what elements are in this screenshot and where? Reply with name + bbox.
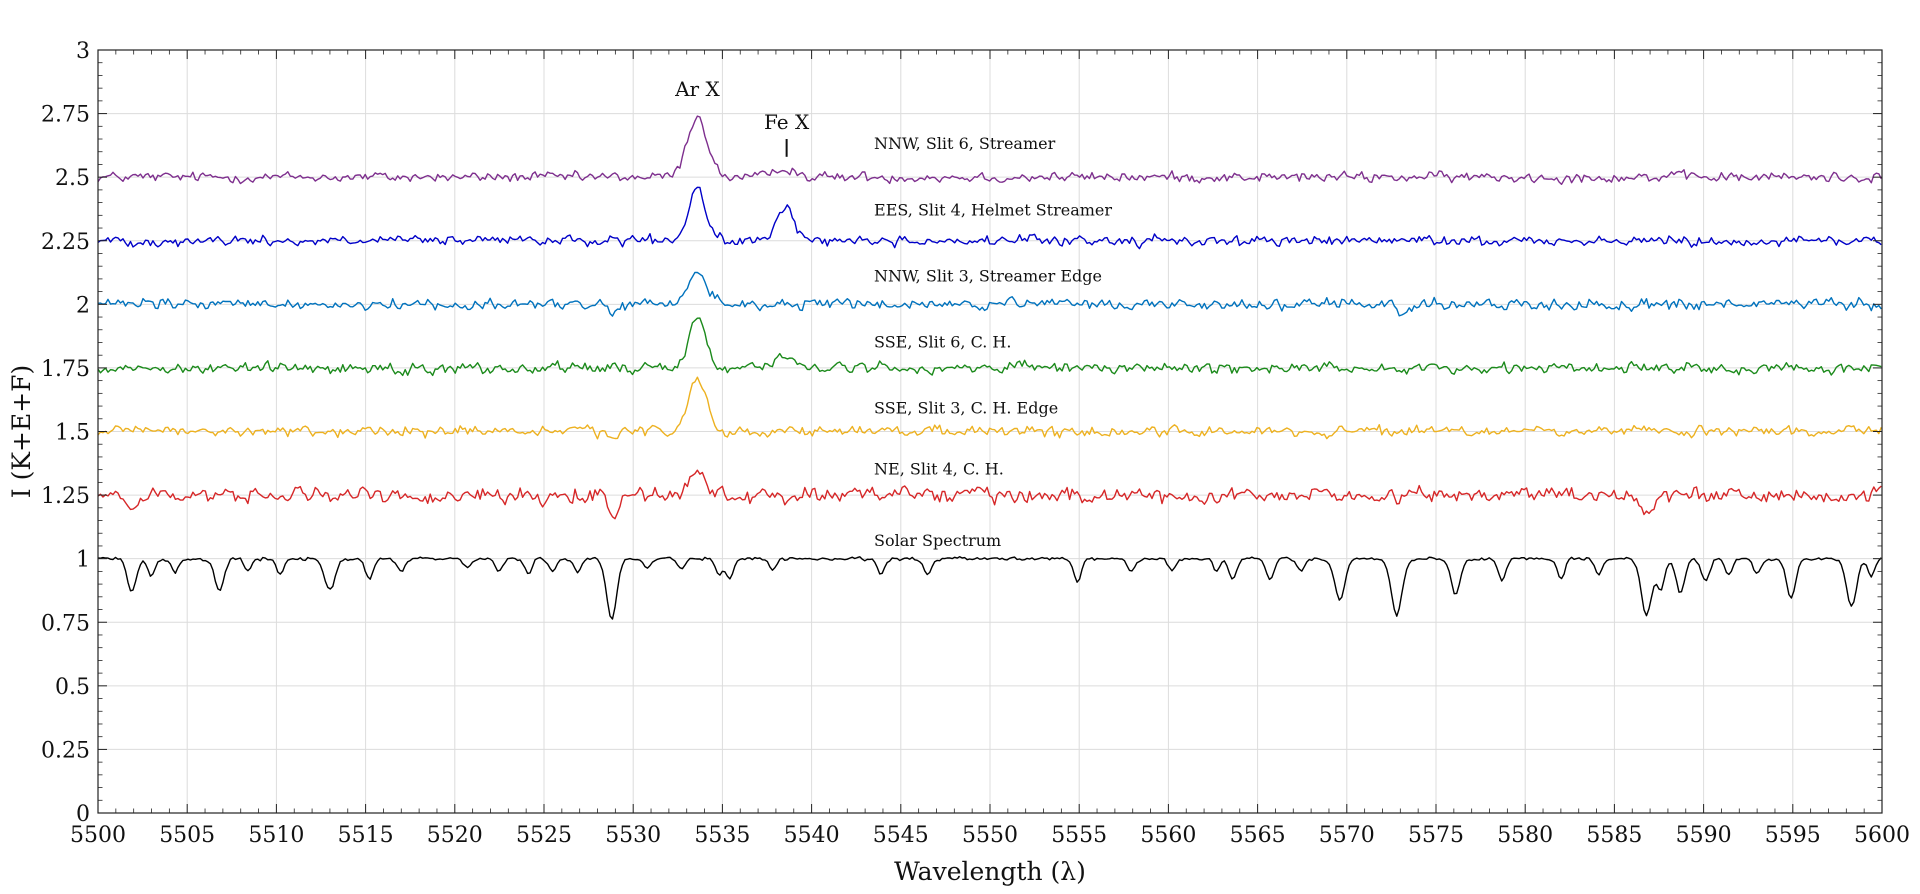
series-label: SSE, Slit 3, C. H. Edge — [874, 399, 1058, 418]
series-label: SSE, Slit 6, C. H. — [874, 333, 1011, 352]
y-tick-label: 0.25 — [41, 738, 90, 763]
series-line — [97, 115, 1882, 186]
y-tick-label: 0.75 — [41, 611, 90, 636]
x-tick-label: 5505 — [159, 823, 215, 848]
x-tick-label: 5575 — [1408, 823, 1464, 848]
y-tick-label: 1.5 — [55, 421, 90, 446]
y-axis-title: I (K+E+F) — [7, 365, 36, 499]
x-tick-label: 5550 — [962, 823, 1018, 848]
line-annotation: Ar X — [674, 77, 720, 101]
x-tick-label: 5585 — [1586, 823, 1642, 848]
y-tick-label: 3 — [76, 39, 90, 64]
series-lines — [97, 115, 1882, 620]
x-tick-label: 5525 — [516, 823, 572, 848]
y-tick-label: 0.5 — [55, 675, 90, 700]
x-tick-label: 5570 — [1319, 823, 1375, 848]
series-label: NNW, Slit 3, Streamer Edge — [874, 266, 1102, 285]
axis-ticks — [97, 49, 1883, 814]
x-tick-label: 5600 — [1854, 823, 1910, 848]
y-tick-label: 1.75 — [41, 357, 90, 382]
x-tick-label: 5580 — [1497, 823, 1553, 848]
x-tick-label: 5540 — [784, 823, 840, 848]
x-axis-title: Wavelength (λ) — [894, 857, 1086, 886]
x-tick-label: 5515 — [338, 823, 394, 848]
y-tick-label: 1 — [76, 548, 90, 573]
y-tick-label: 2.75 — [41, 103, 90, 128]
series-line — [97, 556, 1882, 620]
series-label: Solar Spectrum — [874, 531, 1001, 550]
series-line — [97, 186, 1882, 250]
y-tick-label: 2.25 — [41, 230, 90, 255]
series-line — [97, 376, 1882, 440]
x-tick-label: 5530 — [605, 823, 661, 848]
y-tick-label: 1.25 — [41, 484, 90, 509]
y-tick-label: 2 — [76, 293, 90, 318]
x-tick-label: 5545 — [873, 823, 929, 848]
line-annotation: Fe X — [764, 110, 810, 134]
x-tick-label: 5560 — [1140, 823, 1196, 848]
y-tick-label: 0 — [76, 802, 90, 827]
series-label: NNW, Slit 6, Streamer — [874, 134, 1056, 153]
x-tick-label: 5510 — [248, 823, 304, 848]
text-labels: 5500 5505 5510 5515 5520 5525 5530 5535 5540 5545… — [41, 39, 1910, 848]
series-line — [97, 469, 1882, 520]
x-tick-label: 5535 — [694, 823, 750, 848]
x-tick-label: 5590 — [1676, 823, 1732, 848]
x-tick-label: 5520 — [427, 823, 483, 848]
series-label: EES, Slit 4, Helmet Streamer — [874, 200, 1112, 219]
series-label: NE, Slit 4, C. H. — [874, 460, 1004, 479]
x-tick-label: 5500 — [70, 823, 126, 848]
series-line — [97, 271, 1882, 317]
x-tick-label: 5595 — [1765, 823, 1821, 848]
series-line — [97, 317, 1882, 377]
x-tick-label: 5555 — [1051, 823, 1107, 848]
x-tick-label: 5565 — [1230, 823, 1286, 848]
y-tick-label: 2.5 — [55, 166, 90, 191]
